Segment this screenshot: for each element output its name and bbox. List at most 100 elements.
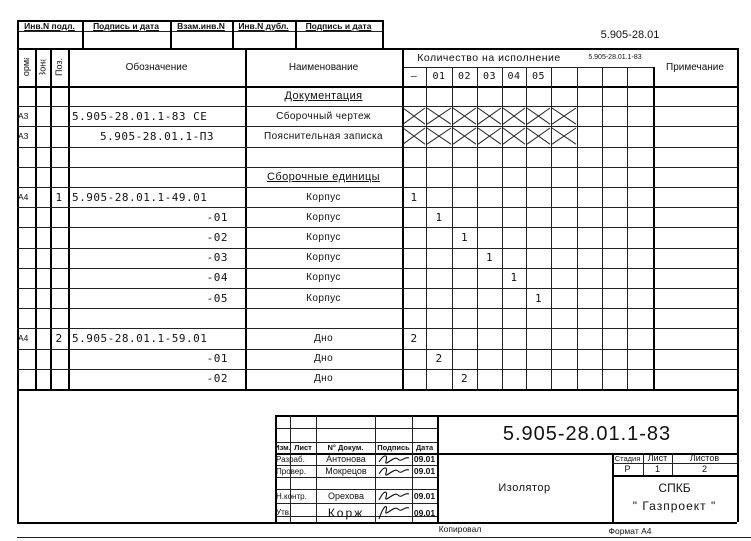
rule-line	[437, 453, 737, 455]
row-qty	[526, 369, 551, 389]
rule-line	[17, 31, 382, 32]
row-qty	[452, 268, 477, 288]
row-qty	[452, 349, 477, 369]
row-qty	[426, 248, 452, 268]
row-designation: -02	[206, 230, 228, 244]
row-qty	[477, 288, 502, 308]
rule-line	[17, 20, 19, 48]
row-qty	[426, 187, 452, 207]
row-qty: 2	[460, 372, 469, 386]
row-qty: 1	[435, 210, 443, 224]
rule-line	[290, 415, 291, 522]
row-qty	[402, 268, 426, 288]
row-pos	[50, 106, 68, 126]
row-pos: 1	[55, 190, 63, 204]
row-pos: 2	[55, 331, 63, 345]
row-qty: 2	[410, 331, 418, 345]
row-qty	[402, 288, 426, 308]
row-format: А3	[18, 111, 29, 122]
row-name: Корпус	[306, 231, 341, 243]
row-pos	[50, 369, 68, 389]
row-qty	[526, 248, 551, 268]
rule-line	[382, 20, 384, 48]
header-qty-doc: 5.905-28.01.1-83	[588, 54, 642, 61]
sheets-label: Листов	[689, 453, 720, 463]
qty-col-header: 02	[457, 71, 472, 82]
row-qty: 1	[534, 291, 543, 305]
signer-name: Корж	[327, 505, 365, 520]
row-qty	[477, 207, 502, 227]
row-qty	[526, 349, 551, 369]
row-qty	[526, 187, 551, 207]
row-format	[17, 369, 35, 389]
cross-mark-icon	[551, 107, 577, 125]
stamp-label: Подпись и дата	[93, 20, 159, 31]
stage-value: Р	[624, 464, 631, 474]
row-qty	[426, 288, 452, 308]
row-format: А4	[18, 333, 29, 344]
sheet-label: Лист	[647, 453, 668, 463]
rule-line	[17, 348, 737, 350]
row-format	[17, 349, 35, 369]
row-pos	[50, 86, 68, 106]
rule-line	[672, 453, 673, 475]
cross-mark-icon	[477, 107, 502, 125]
rule-line	[402, 67, 653, 68]
row-pos	[50, 248, 68, 268]
rule-line	[17, 187, 737, 188]
rule-line	[17, 227, 737, 229]
rule-line	[612, 453, 614, 522]
row-qty	[426, 268, 452, 288]
signature-icon	[378, 455, 410, 464]
signer-date: 09.01	[413, 491, 436, 501]
row-designation	[72, 167, 242, 187]
cross-mark-icon	[502, 127, 526, 145]
row-qty	[502, 369, 526, 389]
row-name: Сборочные единицы	[267, 170, 380, 183]
row-pos	[50, 167, 68, 187]
signer-date: 09.01	[413, 507, 436, 518]
rule-line	[50, 48, 52, 389]
stamp-label: Инв.N дубл.	[238, 20, 289, 31]
row-qty	[426, 227, 452, 247]
signer-date: 09.01	[413, 454, 436, 464]
signer-role: Провер.	[276, 466, 306, 476]
row-qty: 1	[410, 190, 418, 204]
row-qty: 1	[510, 271, 518, 285]
row-designation: 5.905-28.01.1-59.01	[72, 331, 208, 345]
row-format	[17, 207, 35, 227]
qty-col-header: 05	[531, 71, 546, 82]
rule-line	[17, 288, 737, 289]
signer-name: Орехова	[328, 491, 364, 501]
row-qty	[526, 328, 551, 348]
stage-label: Стадия	[614, 453, 641, 463]
signer-name	[317, 477, 375, 489]
rule-line	[17, 20, 382, 22]
stamp-label: Подпись и дата	[305, 20, 372, 31]
rule-line	[232, 20, 234, 48]
rule-line	[643, 453, 644, 475]
row-qty	[526, 268, 551, 288]
row-qty	[502, 248, 526, 268]
row-pos	[50, 308, 68, 328]
qty-col-header	[602, 67, 627, 86]
org-name-line2: " Газпроект "	[632, 499, 717, 513]
rule-line	[612, 475, 737, 477]
rule-line	[17, 308, 737, 310]
signer-role: Разраб.	[276, 454, 305, 464]
rule-line	[17, 106, 737, 108]
cross-mark-icon	[452, 127, 477, 145]
row-name: Пояснительная записка	[264, 130, 383, 142]
signature-icon	[378, 491, 410, 501]
cross-mark-icon	[526, 127, 551, 145]
row-qty	[452, 248, 477, 268]
row-qty	[477, 349, 502, 369]
row-name: Дно	[313, 373, 334, 385]
row-qty	[402, 248, 426, 268]
row-designation: 5.905-28.01.1-83 СЕ	[72, 109, 208, 123]
cross-mark-icon	[426, 107, 452, 125]
row-qty	[402, 369, 426, 389]
row-designation: -05	[206, 291, 228, 305]
row-qty	[402, 349, 426, 369]
rule-line	[275, 428, 437, 429]
